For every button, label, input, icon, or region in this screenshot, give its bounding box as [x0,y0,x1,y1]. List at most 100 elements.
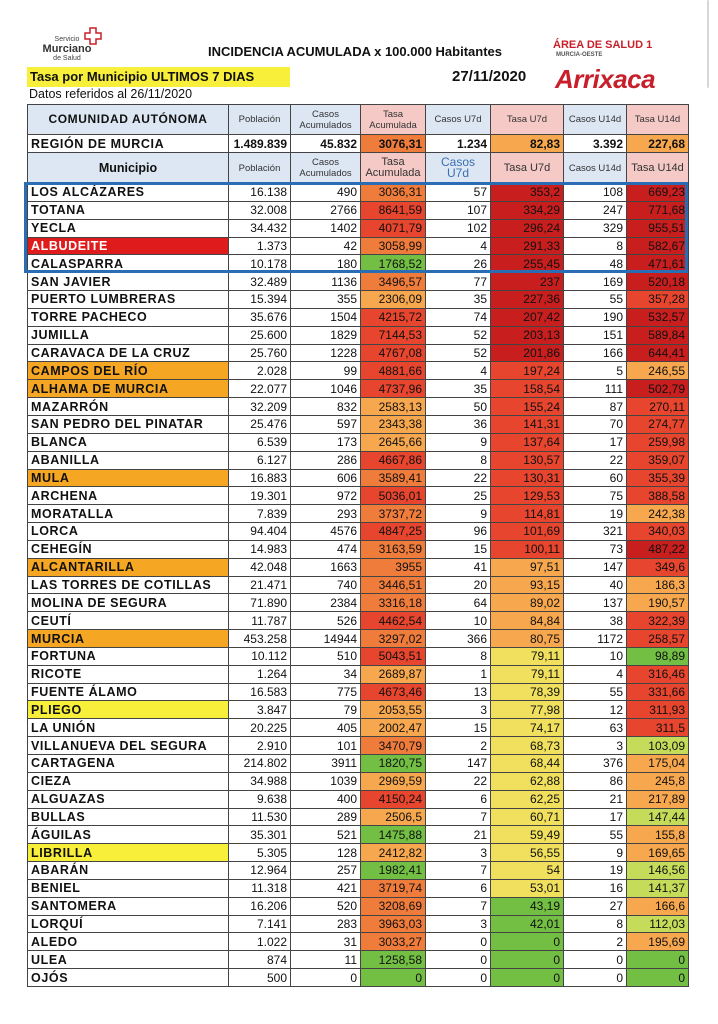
table-row: ABANILLA 6.127 286 4667,86 8 130,57 22 359,07 [27,450,689,470]
cell: 329 [563,218,627,238]
region-row: REGIÓN DE MURCIA 1.489.839 45.832 3076,31 1.… [27,134,689,153]
header-label: Municipio [27,152,229,184]
cell: 0 [626,968,689,987]
municipality: CEHEGÍN [27,539,229,559]
cell: 25 [425,486,491,506]
cell: 3163,59 [360,539,426,559]
cell: 80,75 [490,629,564,648]
table-row: TORRE PACHECO 35.676 1504 4215,72 74 207,42 19… [27,307,689,327]
cell: 0 [360,968,426,987]
cell: 89,02 [490,593,564,613]
municipality: LOS ALCÁZARES [27,183,229,202]
cell: 74,17 [490,718,564,738]
municipality: MAZARRÓN [27,397,229,416]
municipality: ALCANTARILLA [27,557,229,577]
table-row: ALCANTARILLA 42.048 1663 3955 41 97,51 147 349,… [27,557,689,577]
cell: 296,24 [490,218,564,238]
municipality: ALGUAZAS [27,789,229,809]
cell: 8 [425,646,491,666]
cell: 197,24 [490,361,564,381]
cell: 35 [425,290,491,309]
cell: 141,31 [490,414,564,434]
cell: 87 [563,397,627,416]
cell: 3 [563,736,627,755]
cell: 147 [425,754,491,773]
cell: 1504 [290,307,361,327]
cell: 3446,51 [360,575,426,595]
cell: 10.178 [228,254,291,274]
cell: 376 [563,754,627,773]
cell: 227,36 [490,290,564,309]
cell: 421 [290,878,361,898]
cell: 79 [290,700,361,720]
cell: 48 [563,254,627,274]
cell: 63 [563,718,627,738]
cell: 355,39 [626,468,689,488]
table-row: ALEDO 1.022 31 3033,27 0 0 2 195,69 [27,932,689,952]
cell: 203,13 [490,325,564,345]
cell: 52 [425,343,491,363]
cell: 520,18 [626,272,689,292]
cell: 6 [425,789,491,809]
cell: 5 [563,361,627,381]
cell: 147,44 [626,807,689,827]
cell: 8 [563,914,627,934]
cell: 151 [563,325,627,345]
cell: 0 [563,950,627,970]
cell: 4 [563,664,627,684]
municipality: VILLANUEVA DEL SEGURA [27,736,229,755]
cell: 270,11 [626,397,689,416]
cell: 59,49 [490,825,564,845]
cell: 166,6 [626,896,689,916]
cell: 71.890 [228,593,291,613]
cell: 359,07 [626,450,689,470]
cell: 3 [425,914,491,934]
cell: 35.301 [228,825,291,845]
cell: 775 [290,682,361,702]
municipality: JUMILLA [27,325,229,345]
cell: 740 [290,575,361,595]
cell: 155,24 [490,397,564,416]
municipality: LAS TORRES DE COTILLAS [27,575,229,595]
cell: 103,09 [626,736,689,755]
cell: 4847,25 [360,522,426,541]
cell: 3496,57 [360,272,426,292]
cell: 4071,79 [360,218,426,238]
cell: 34 [290,664,361,684]
cell: 4737,96 [360,379,426,399]
cell: 68,44 [490,754,564,773]
cell: 1046 [290,379,361,399]
cell: 4 [425,236,491,256]
municipality: CIEZA [27,771,229,791]
cell: 195,69 [626,932,689,952]
table-row: BULLAS 11.530 289 2506,5 7 60,71 17 147,44 [27,807,689,827]
date: 27/11/2020 [452,68,527,85]
cell: 237 [490,272,564,292]
cell: 53,01 [490,878,564,898]
cell: 3470,79 [360,736,426,755]
cell: 0 [425,968,491,987]
municipality: LORCA [27,522,229,541]
cell: 32.489 [228,272,291,292]
column-header: Casos U14d [563,104,627,135]
cell: 4576 [290,522,361,541]
cell: 2002,47 [360,718,426,738]
table-row: CALASPARRA 10.178 180 1768,52 26 255,45 48 471,… [27,254,689,274]
cell: 101,69 [490,522,564,541]
cell: 10.112 [228,646,291,666]
municipality: ULEA [27,950,229,970]
column-header: Tasa U14d [626,104,689,135]
cell: 3737,72 [360,504,426,524]
cell: 16.206 [228,896,291,916]
cell: 173 [290,432,361,452]
cell: 186,3 [626,575,689,595]
cell: 12.964 [228,861,291,880]
cell: 16.138 [228,183,291,202]
column-header: Tasa U7d [490,152,564,184]
cell: 22.077 [228,379,291,399]
municipality: MORATALLA [27,504,229,524]
cell: 22 [563,450,627,470]
municipality: MULA [27,468,229,488]
cell: 532,57 [626,307,689,327]
cell: 62,88 [490,771,564,791]
